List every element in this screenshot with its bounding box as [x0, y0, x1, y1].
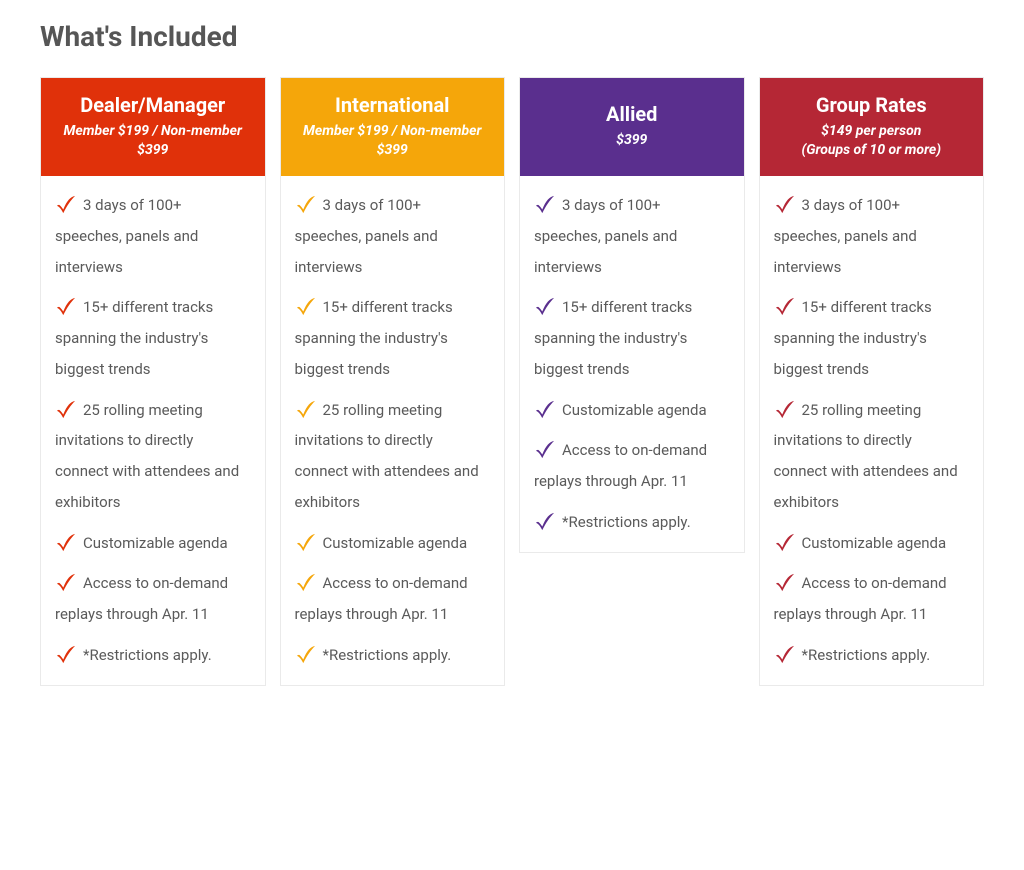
plan-header-group: Group Rates $149 per person(Groups of 10 …	[760, 78, 984, 176]
feature-item: Access to on-demand replays through Apr.…	[774, 568, 970, 630]
check-icon	[534, 512, 556, 530]
plan-header-international: International Member $199 / Non-member $3…	[281, 78, 505, 176]
feature-text: 25 rolling meeting invitations to direct…	[295, 401, 479, 511]
page-title: What's Included	[40, 20, 984, 53]
feature-text: Customizable agenda	[562, 401, 707, 419]
plan-title: Allied	[534, 102, 730, 127]
plan-header-allied: Allied $399	[520, 78, 744, 176]
plan-card-dealer: Dealer/Manager Member $199 / Non-member $…	[40, 77, 266, 686]
feature-item: *Restrictions apply.	[774, 640, 970, 671]
feature-item: Access to on-demand replays through Apr.…	[534, 435, 730, 497]
feature-item: *Restrictions apply.	[295, 640, 491, 671]
feature-item: 3 days of 100+ speeches, panels and inte…	[534, 190, 730, 282]
plan-card-group: Group Rates $149 per person(Groups of 10 …	[759, 77, 985, 686]
feature-item: 15+ different tracks spanning the indust…	[534, 292, 730, 384]
plan-title: Dealer/Manager	[55, 93, 251, 118]
feature-text: 15+ different tracks spanning the indust…	[55, 298, 213, 378]
plan-features-international: 3 days of 100+ speeches, panels and inte…	[281, 176, 505, 685]
feature-text: *Restrictions apply.	[802, 646, 931, 664]
feature-item: 15+ different tracks spanning the indust…	[55, 292, 251, 384]
check-icon	[774, 195, 796, 213]
feature-text: *Restrictions apply.	[323, 646, 452, 664]
feature-text: 15+ different tracks spanning the indust…	[774, 298, 932, 378]
plan-subtitle-1: Member $199 / Non-member $399	[55, 122, 251, 160]
check-icon	[55, 573, 77, 591]
plan-card-allied: Allied $399 3 days of 100+ speeches, panel…	[519, 77, 745, 553]
check-icon	[534, 195, 556, 213]
check-icon	[295, 573, 317, 591]
feature-text: Access to on-demand replays through Apr.…	[295, 574, 468, 623]
feature-text: Customizable agenda	[802, 534, 947, 552]
feature-text: *Restrictions apply.	[562, 513, 691, 531]
feature-item: 3 days of 100+ speeches, panels and inte…	[295, 190, 491, 282]
feature-item: 25 rolling meeting invitations to direct…	[295, 395, 491, 518]
feature-text: Customizable agenda	[83, 534, 228, 552]
plan-subtitle-1: $399	[534, 131, 730, 150]
check-icon	[774, 645, 796, 663]
check-icon	[55, 195, 77, 213]
feature-item: Access to on-demand replays through Apr.…	[295, 568, 491, 630]
check-icon	[534, 400, 556, 418]
feature-text: *Restrictions apply.	[83, 646, 212, 664]
feature-item: 15+ different tracks spanning the indust…	[295, 292, 491, 384]
feature-item: Customizable agenda	[534, 395, 730, 426]
feature-text: Access to on-demand replays through Apr.…	[534, 441, 707, 490]
plan-card-international: International Member $199 / Non-member $3…	[280, 77, 506, 686]
plan-subtitle-2: (Groups of 10 or more)	[774, 141, 970, 160]
feature-item: 25 rolling meeting invitations to direct…	[774, 395, 970, 518]
feature-item: Customizable agenda	[295, 528, 491, 559]
plan-features-dealer: 3 days of 100+ speeches, panels and inte…	[41, 176, 265, 685]
check-icon	[55, 645, 77, 663]
feature-item: 3 days of 100+ speeches, panels and inte…	[55, 190, 251, 282]
check-icon	[295, 645, 317, 663]
check-icon	[534, 440, 556, 458]
plan-features-allied: 3 days of 100+ speeches, panels and inte…	[520, 176, 744, 552]
feature-item: 3 days of 100+ speeches, panels and inte…	[774, 190, 970, 282]
check-icon	[295, 297, 317, 315]
check-icon	[774, 573, 796, 591]
plan-features-group: 3 days of 100+ speeches, panels and inte…	[760, 176, 984, 685]
feature-item: Customizable agenda	[55, 528, 251, 559]
plan-header-dealer: Dealer/Manager Member $199 / Non-member $…	[41, 78, 265, 176]
feature-text: 15+ different tracks spanning the indust…	[295, 298, 453, 378]
check-icon	[295, 533, 317, 551]
check-icon	[295, 195, 317, 213]
plan-subtitle-1: $149 per person	[774, 122, 970, 141]
feature-item: Access to on-demand replays through Apr.…	[55, 568, 251, 630]
check-icon	[55, 400, 77, 418]
check-icon	[534, 297, 556, 315]
plan-title: International	[295, 93, 491, 118]
check-icon	[55, 533, 77, 551]
check-icon	[774, 400, 796, 418]
plan-title: Group Rates	[774, 93, 970, 118]
feature-text: Access to on-demand replays through Apr.…	[55, 574, 228, 623]
feature-item: Customizable agenda	[774, 528, 970, 559]
feature-item: 15+ different tracks spanning the indust…	[774, 292, 970, 384]
feature-text: Access to on-demand replays through Apr.…	[774, 574, 947, 623]
check-icon	[774, 533, 796, 551]
feature-item: *Restrictions apply.	[534, 507, 730, 538]
feature-item: *Restrictions apply.	[55, 640, 251, 671]
plan-subtitle-1: Member $199 / Non-member $399	[295, 122, 491, 160]
check-icon	[295, 400, 317, 418]
feature-text: 15+ different tracks spanning the indust…	[534, 298, 692, 378]
check-icon	[55, 297, 77, 315]
plans-row: Dealer/Manager Member $199 / Non-member $…	[40, 77, 984, 686]
feature-text: 25 rolling meeting invitations to direct…	[55, 401, 239, 511]
feature-text: Customizable agenda	[323, 534, 468, 552]
feature-text: 25 rolling meeting invitations to direct…	[774, 401, 958, 511]
check-icon	[774, 297, 796, 315]
feature-item: 25 rolling meeting invitations to direct…	[55, 395, 251, 518]
